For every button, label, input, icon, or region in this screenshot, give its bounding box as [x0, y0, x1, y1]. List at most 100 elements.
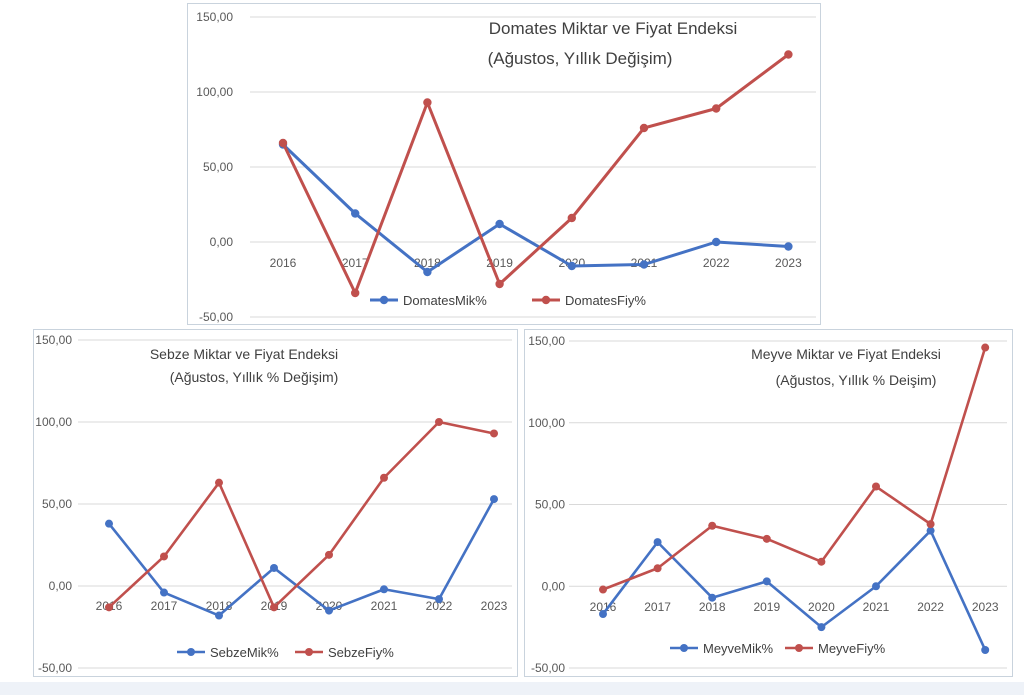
- sebze-data-point: [435, 418, 443, 426]
- domates-data-point: [423, 98, 432, 107]
- sebze-series-line-2: [107, 420, 496, 609]
- domates-y-tick-label: 0,00: [210, 235, 234, 249]
- meyve-data-point: [762, 577, 771, 586]
- sebze-chart-panel: -50,000,0050,00100,00150,002016201720182…: [33, 329, 518, 677]
- sebze-y-tick-label: 50,00: [42, 497, 72, 511]
- sebze-chart-subtitle: (Ağustos, Yıllık % Değişim): [170, 369, 339, 385]
- sebze-data-point: [270, 563, 278, 572]
- meyve-legend-label: MeyveMik%: [703, 641, 774, 656]
- meyve-data-point: [762, 534, 771, 543]
- domates-series-line-1: [281, 143, 790, 274]
- domates-data-point: [784, 50, 793, 59]
- domates-legend-marker: [541, 295, 551, 305]
- meyve-y-tick-label: 100,00: [528, 416, 565, 430]
- meyve-x-tick-label: 2018: [699, 600, 726, 614]
- domates-series-line-2: [281, 53, 790, 295]
- domates-data-point: [351, 288, 360, 298]
- domates-data-point: [639, 123, 649, 133]
- domates-legend-marker: [379, 295, 389, 305]
- sebze-legend-marker: [305, 648, 313, 656]
- sebze-data-point: [325, 606, 333, 615]
- domates-data-point: [712, 237, 721, 247]
- domates-data-point: [495, 219, 504, 229]
- meyve-x-tick-label: 2019: [753, 600, 780, 614]
- sebze-data-point: [215, 478, 223, 487]
- meyve-chart-panel: -50,00 0,00 50,00 100,00 150,00 2016 2017 2018 2…: [524, 329, 1013, 677]
- meyve-x-tick-label: 2017: [644, 600, 671, 614]
- domates-data-point: [351, 209, 360, 218]
- sebze-data-point: [160, 588, 168, 597]
- meyve-y-tick-label: 0,00: [542, 579, 566, 593]
- domates-data-point: [712, 104, 721, 113]
- sebze-data-point: [215, 611, 223, 620]
- domates-data-point: [423, 267, 432, 277]
- meyve-x-tick-label: 2020: [808, 600, 835, 614]
- sebze-chart-title: Sebze Miktar ve Fiyat Endeksi: [150, 346, 338, 362]
- sebze-data-point: [105, 519, 113, 528]
- meyve-data-point: [817, 623, 826, 632]
- sebze-y-tick-label: 150,00: [35, 333, 72, 347]
- meyve-data-point: [872, 482, 880, 491]
- meyve-data-point: [981, 343, 990, 352]
- meyve-y-tick-label: 150,00: [528, 334, 565, 348]
- domates-x-tick-label: 2017: [342, 256, 369, 270]
- domates-x-tick-label: 2022: [703, 256, 730, 270]
- domates-x-tick-label: 2016: [270, 256, 297, 270]
- meyve-data-point: [599, 610, 607, 619]
- meyve-data-point: [926, 526, 935, 535]
- sebze-data-point: [490, 495, 498, 504]
- sebze-data-point: [380, 585, 388, 594]
- meyve-chart-subtitle: (Ağustos, Yıllık % Deişim): [776, 372, 937, 388]
- meyve-legend-marker: [680, 644, 688, 652]
- sebze-series-line-1: [107, 497, 496, 617]
- sebze-data-point: [380, 473, 388, 482]
- domates-legend-label: DomatesMik%: [403, 293, 487, 308]
- sebze-legend-marker: [187, 648, 195, 656]
- sebze-x-tick-label: 2022: [426, 599, 453, 613]
- domates-y-tick-label: -50,00: [199, 310, 233, 324]
- meyve-series-line-2: [601, 346, 987, 591]
- sebze-y-tick-label: 0,00: [49, 579, 73, 593]
- meyve-x-tick-label: 2021: [863, 600, 890, 614]
- domates-chart-title: Domates Miktar ve Fiyat Endeksi: [489, 19, 737, 38]
- sebze-data-point: [160, 552, 168, 561]
- sebze-data-point: [435, 595, 443, 604]
- sebze-legend-label: SebzeMik%: [210, 645, 279, 660]
- meyve-chart-title: Meyve Miktar ve Fiyat Endeksi: [751, 346, 941, 362]
- domates-data-point: [567, 261, 576, 271]
- sebze-x-tick-label: 2023: [481, 599, 508, 613]
- meyve-data-point: [872, 582, 880, 591]
- meyve-x-tick-label: 2023: [972, 600, 999, 614]
- meyve-data-point: [817, 557, 826, 566]
- domates-y-tick-label: 150,00: [196, 10, 233, 24]
- domates-x-tick-label: 2023: [775, 256, 802, 270]
- sebze-x-tick-label: 2021: [371, 599, 398, 613]
- page-bottom-strip: [0, 682, 1024, 695]
- domates-data-point: [495, 279, 504, 289]
- domates-chart-subtitle: (Ağustos, Yıllık Değişim): [488, 49, 673, 68]
- domates-y-tick-label: 50,00: [203, 160, 233, 174]
- sebze-y-tick-label: 100,00: [35, 415, 72, 429]
- domates-data-point: [639, 260, 649, 269]
- domates-y-tick-label: 100,00: [196, 85, 233, 99]
- meyve-legend-label: MeyveFiy%: [818, 641, 886, 656]
- sebze-legend-label: SebzeFiy%: [328, 645, 394, 660]
- meyve-y-tick-label: -50,00: [531, 661, 565, 675]
- domates-data-point: [278, 138, 288, 148]
- domates-data-point: [567, 213, 576, 223]
- meyve-data-point: [599, 585, 607, 594]
- domates-legend-label: DomatesFiy%: [565, 293, 646, 308]
- meyve-data-point: [981, 646, 990, 655]
- meyve-data-point: [708, 593, 717, 602]
- domates-chart-panel: -50,00 0,00 50,00 100,00 150,00 2016 2017 2018 2…: [187, 3, 821, 325]
- meyve-y-tick-label: 50,00: [535, 498, 565, 512]
- sebze-x-tick-label: 2017: [151, 599, 178, 613]
- sebze-data-point: [325, 550, 333, 559]
- meyve-x-tick-label: 2022: [917, 600, 944, 614]
- sebze-data-point: [105, 603, 113, 612]
- sebze-chart: -50,000,0050,00100,00150,002016201720182…: [35, 333, 512, 675]
- sebze-data-point: [270, 603, 278, 612]
- meyve-legend-marker: [795, 644, 803, 652]
